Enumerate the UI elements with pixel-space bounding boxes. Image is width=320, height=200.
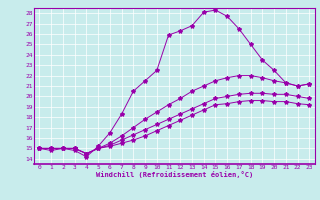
X-axis label: Windchill (Refroidissement éolien,°C): Windchill (Refroidissement éolien,°C) (96, 171, 253, 178)
